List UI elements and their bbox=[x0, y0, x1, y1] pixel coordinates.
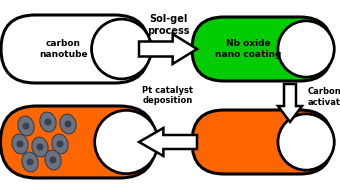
Circle shape bbox=[56, 140, 64, 147]
Circle shape bbox=[65, 121, 71, 128]
Polygon shape bbox=[139, 34, 197, 64]
Ellipse shape bbox=[52, 134, 68, 154]
Ellipse shape bbox=[45, 150, 61, 170]
Ellipse shape bbox=[32, 137, 48, 157]
Circle shape bbox=[91, 19, 151, 79]
Ellipse shape bbox=[22, 152, 38, 172]
Circle shape bbox=[22, 122, 30, 129]
Circle shape bbox=[95, 110, 158, 174]
Text: Carbon
activation: Carbon activation bbox=[308, 87, 340, 107]
Text: Nb oxide
nano coating: Nb oxide nano coating bbox=[215, 39, 281, 59]
FancyBboxPatch shape bbox=[192, 17, 332, 81]
Polygon shape bbox=[278, 84, 302, 122]
Circle shape bbox=[278, 21, 334, 77]
Text: Sol-gel
process: Sol-gel process bbox=[147, 14, 189, 36]
Circle shape bbox=[36, 143, 44, 150]
FancyBboxPatch shape bbox=[1, 15, 149, 83]
FancyBboxPatch shape bbox=[192, 110, 332, 174]
Polygon shape bbox=[139, 128, 197, 156]
Text: Pt catalyst
deposition: Pt catalyst deposition bbox=[142, 86, 193, 105]
Circle shape bbox=[27, 159, 34, 166]
Ellipse shape bbox=[40, 112, 56, 132]
FancyBboxPatch shape bbox=[0, 106, 155, 178]
Circle shape bbox=[278, 114, 334, 170]
Circle shape bbox=[50, 156, 56, 163]
Circle shape bbox=[45, 119, 51, 125]
Text: carbon
nanotube: carbon nanotube bbox=[39, 39, 87, 59]
Circle shape bbox=[17, 140, 23, 147]
Ellipse shape bbox=[12, 134, 28, 154]
Ellipse shape bbox=[60, 114, 76, 134]
Ellipse shape bbox=[18, 116, 34, 136]
